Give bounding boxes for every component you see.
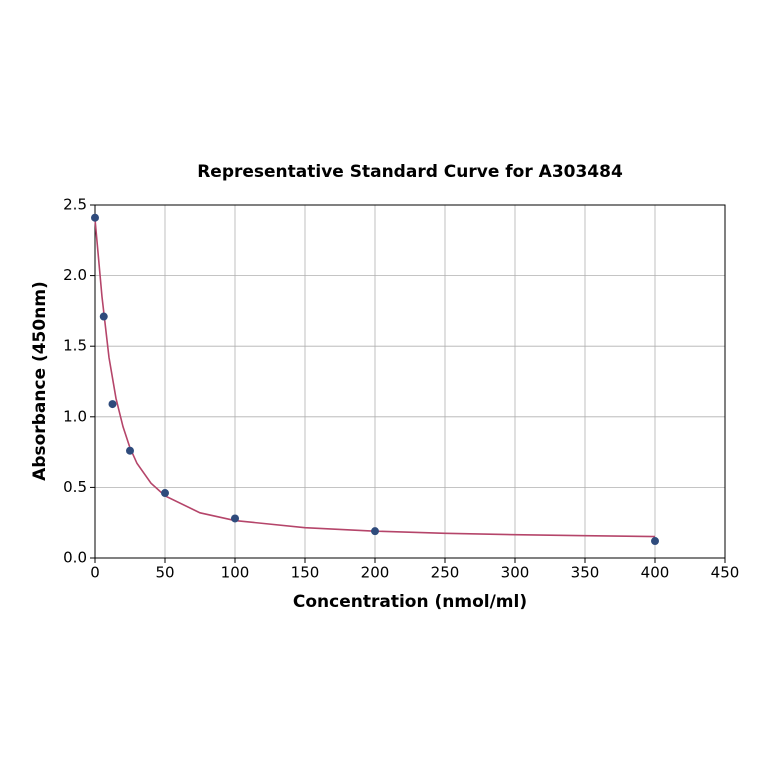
x-axis-label: Concentration (nmol/ml) <box>293 592 527 612</box>
y-tick-label: 2.5 <box>63 196 87 214</box>
x-tick-label: 450 <box>711 564 740 582</box>
x-tick-label: 300 <box>501 564 530 582</box>
data-point <box>161 489 169 498</box>
data-point <box>108 400 117 409</box>
y-axis-label: Absorbance (450nm) <box>30 281 50 481</box>
data-point <box>91 213 99 222</box>
y-tick-label: 2.0 <box>63 266 87 284</box>
x-tick-label: 250 <box>431 564 460 582</box>
x-tick-label: 350 <box>571 564 600 582</box>
y-tick-label: 1.5 <box>63 337 87 355</box>
data-point <box>99 312 108 321</box>
x-tick-label: 50 <box>155 564 174 582</box>
y-tick-label: 0.0 <box>63 549 87 567</box>
data-point <box>371 527 379 536</box>
data-point <box>126 446 134 455</box>
plot-frame <box>94 204 726 559</box>
data-point <box>651 537 659 546</box>
y-tick-label: 0.5 <box>63 478 87 496</box>
x-tick-label: 150 <box>291 564 320 582</box>
x-tick-label: 100 <box>221 564 250 582</box>
y-tick-label: 1.0 <box>63 407 87 425</box>
chart-title: Representative Standard Curve for A30348… <box>197 162 623 182</box>
x-tick-label: 400 <box>641 564 670 582</box>
x-tick-label: 0 <box>90 564 100 582</box>
x-tick-label: 200 <box>361 564 390 582</box>
data-point <box>231 514 239 523</box>
